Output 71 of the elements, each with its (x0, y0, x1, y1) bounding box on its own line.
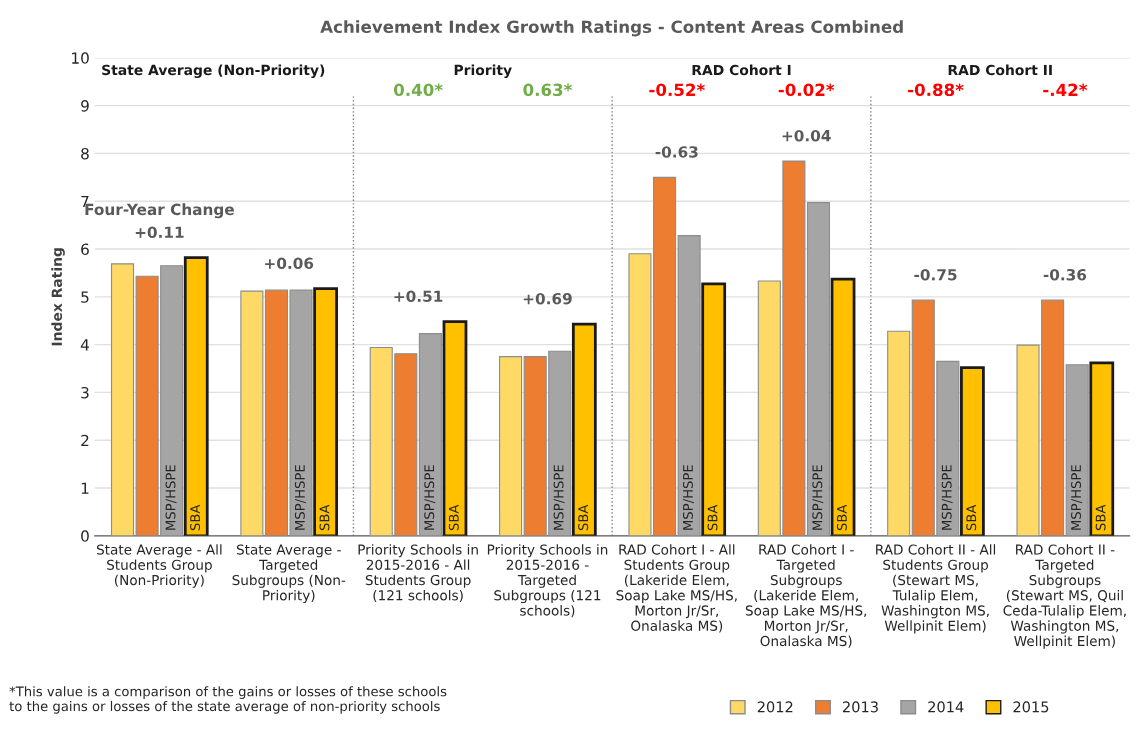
text: MSP/HSPE (812, 465, 824, 530)
y-tick-label: 6 (81, 243, 89, 256)
annotation: SBA (190, 504, 201, 531)
annotation: +0.69 (523, 292, 572, 305)
text: MSP/HSPE (682, 465, 694, 530)
annotation: -0.88* (908, 83, 964, 97)
y-axis-title: Index Rating (51, 248, 65, 346)
annotation: Priority (454, 64, 512, 78)
text: SBA (1095, 504, 1106, 531)
legend-label: 2014 (928, 701, 964, 713)
text: MSP/HSPE (424, 465, 436, 530)
legend-label: 2012 (757, 701, 793, 713)
text: *This value is a comparison of the gains or losses of these schools to the gains or losses of the state average of non-priority schools (9, 686, 447, 714)
bar (571, 322, 597, 536)
y-tick-label: 8 (81, 147, 89, 160)
bar (887, 330, 911, 536)
annotation: +0.06 (265, 257, 314, 270)
y-tick-label: 1 (81, 482, 89, 494)
bar (183, 256, 209, 536)
x-tick-label: RAD Cohort I - Targeted Subgroups (Lakeride Elem, Soap Lake MS/HS, Morton Jr/Sr, Onalaska MS) (745, 544, 867, 648)
bar (1089, 361, 1115, 536)
annotation: -.42* (1043, 83, 1088, 96)
annotation: 0.40* (393, 83, 443, 97)
text: SBA (448, 504, 459, 531)
x-tick-label: Priority Schools in 2015-2016 - Targeted Subgroups (121 schools) (487, 544, 608, 618)
annotation: +0.51 (394, 290, 443, 303)
annotation: -0.02* (778, 83, 835, 97)
bar (830, 277, 856, 536)
annotation: +0.11 (135, 226, 184, 238)
text: SBA (578, 504, 589, 531)
bar (442, 320, 468, 536)
x-tick-label: RAD Cohort I - All Students Group (Lakeride Elem, Soap Lake MS/HS, Morton Jr/Sr, Onalaska MS) (616, 544, 737, 633)
annotation: +0.04 (782, 129, 831, 142)
text: MSP/HSPE (553, 465, 565, 530)
annotation: -0.63 (655, 146, 698, 158)
text: MSP/HSPE (1071, 465, 1083, 530)
annotation: State Average (Non-Priority) (102, 64, 325, 78)
annotation: 0.63* (523, 83, 573, 97)
legend-label: 2015 (1013, 701, 1049, 713)
annotation: RAD Cohort I (692, 64, 791, 76)
y-tick-label: 2 (81, 434, 89, 447)
annotation: -0.36 (1043, 268, 1087, 281)
text: SBA (319, 504, 330, 531)
x-tick-label: RAD Cohort II - Targeted Subgroups (Stewart MS, Quil Ceda-Tulalip Elem, Washington MS, Wellpinit Elem) (1003, 544, 1126, 649)
annotation: MSP/HSPE (165, 465, 177, 530)
text: SBA (966, 504, 977, 531)
x-tick-label: State Average - All Students Group (Non-Priority) (96, 544, 222, 588)
bar (701, 282, 727, 536)
x-tick-label: Priority Schools in 2015-2016 - All Students Group (121 schools) (358, 544, 478, 603)
y-tick-label: 4 (80, 339, 89, 351)
annotation: -0.75 (914, 268, 957, 281)
bar (313, 287, 338, 536)
bar (960, 366, 985, 536)
x-tick-label: State Average - Targeted Subgroups (Non- Priority) (232, 544, 346, 604)
y-tick-label: 9 (81, 100, 89, 112)
annotation: -0.52* (649, 83, 705, 97)
text: MSP/HSPE (294, 465, 306, 530)
y-tick-label: 3 (81, 386, 89, 399)
bar (418, 333, 442, 536)
bar (499, 356, 523, 536)
bar (1065, 364, 1089, 536)
legend-label: 2013 (843, 701, 878, 713)
text: MSP/HSPE (941, 465, 953, 530)
y-tick-label: 10 (72, 52, 89, 64)
x-tick-label: RAD Cohort II - All Students Group (Stewart MS, Tulalip Elem, Washington MS, Wellpinit Elem) (876, 544, 996, 634)
text: SBA (836, 504, 847, 531)
y-tick-label: 5 (81, 291, 89, 303)
y-tick-label: 0 (81, 530, 89, 542)
chart-title: Achievement Index Growth Ratings - Content Areas Combined (320, 20, 903, 37)
text: SBA (707, 504, 718, 531)
annotation: RAD Cohort II (948, 64, 1052, 76)
